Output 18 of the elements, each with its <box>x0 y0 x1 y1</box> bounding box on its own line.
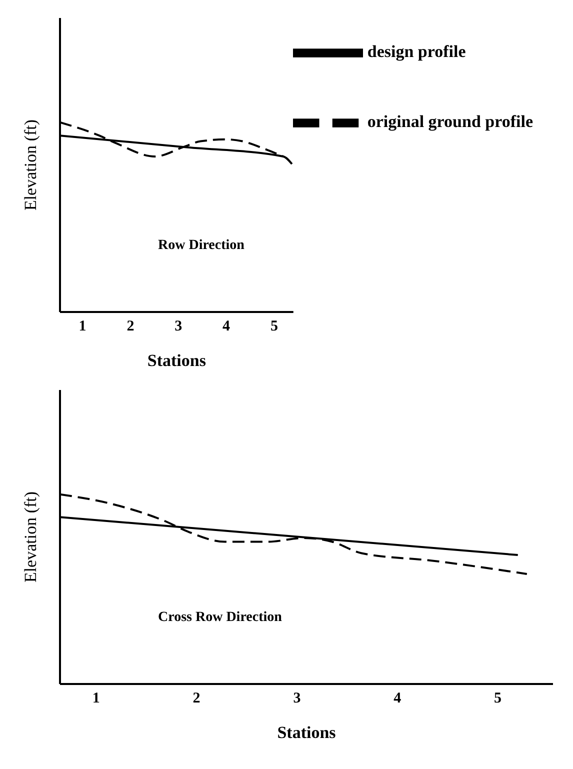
y-axis-title: Elevation (ft) <box>21 119 40 211</box>
x-tick-label: 5 <box>494 690 502 707</box>
x-tick-label: 4 <box>222 318 231 335</box>
x-axis-title: Stations <box>277 723 336 742</box>
x-axis-title: Stations <box>147 351 206 370</box>
legend-label: original ground profile <box>367 112 533 131</box>
x-tick-label: 5 <box>270 318 278 335</box>
x-tick-label: 3 <box>293 690 301 707</box>
x-tick-label: 2 <box>192 690 200 707</box>
legend-label: design profile <box>367 42 466 61</box>
y-axis-title: Elevation (ft) <box>21 491 40 583</box>
annotation: Row Direction <box>158 238 244 254</box>
x-tick-label: 3 <box>174 318 182 335</box>
annotation: Cross Row Direction <box>158 610 282 626</box>
x-tick-label: 1 <box>92 690 100 707</box>
x-tick-label: 2 <box>126 318 134 335</box>
x-tick-label: 4 <box>394 690 402 707</box>
x-tick-label: 1 <box>78 318 86 335</box>
